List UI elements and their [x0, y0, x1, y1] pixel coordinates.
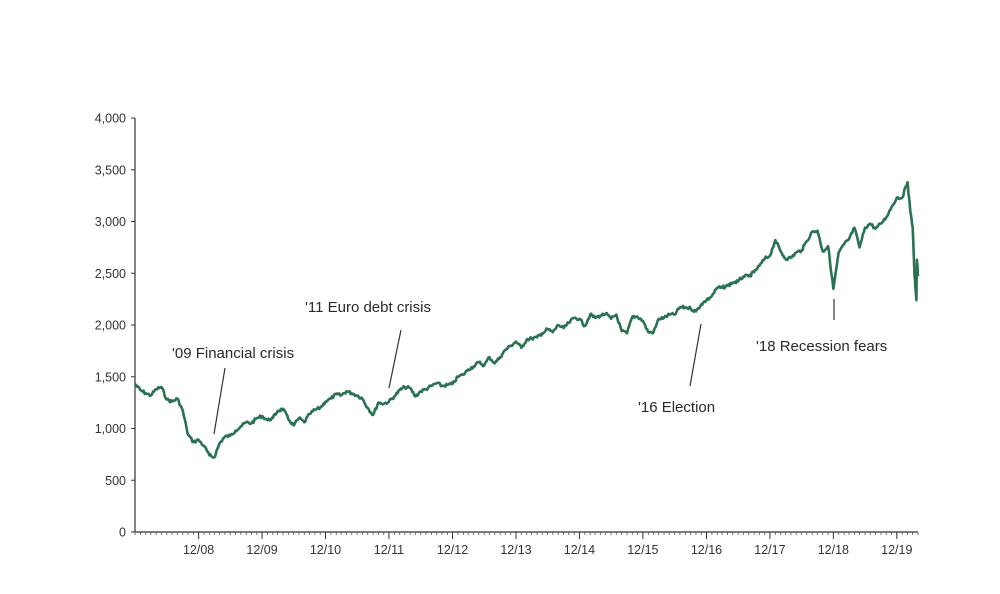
annotation-label: '09 Financial crisis: [172, 345, 294, 362]
annotation-leader: [213, 367, 226, 435]
x-tick-label: 12/18: [818, 543, 849, 557]
series-layer: [134, 180, 920, 459]
annotation-label: '11 Euro debt crisis: [305, 299, 431, 316]
y-tick-label: 2,000: [95, 319, 126, 333]
y-tick-label: 0: [119, 526, 126, 540]
y-tick-label: 4,000: [95, 112, 126, 126]
annotation-label: '16 Election: [638, 399, 715, 416]
x-tick-label: 12/13: [500, 543, 531, 557]
annotation-leader: [388, 329, 402, 389]
y-tick-label: 500: [105, 474, 126, 488]
x-tick-label: 12/16: [691, 543, 722, 557]
series-line: [134, 180, 920, 459]
annotation-label: '18 Recession fears: [756, 338, 887, 355]
x-axis: 12/08 12/09 12/10 12/11 12/12 12/13 12/14 12/15…: [134, 531, 919, 557]
annotation-leader: [689, 323, 702, 387]
x-tick-label: 12/10: [310, 543, 341, 557]
y-tick-label: 3,500: [95, 163, 126, 177]
y-tick-label: 1,500: [95, 370, 126, 384]
x-tick-label: 12/17: [754, 543, 785, 557]
x-tick-label: 12/11: [374, 543, 404, 557]
x-tick-label: 12/09: [246, 543, 277, 557]
x-tick-label: 12/14: [564, 543, 595, 557]
x-tick-label: 12/08: [183, 543, 214, 557]
x-tick-label: 12/19: [881, 543, 912, 557]
y-tick-label: 3,000: [95, 215, 126, 229]
annotations: '09 Financial crisis '11 Euro debt crisis…: [172, 299, 887, 435]
x-tick-label: 12/12: [437, 543, 468, 557]
x-tick-label: 12/15: [627, 543, 658, 557]
y-axis: 0 500 1,000 1,500 2,000 2,500 3,000 3,500 4,000: [95, 112, 136, 540]
y-tick-label: 1,000: [95, 422, 126, 436]
y-tick-label: 2,500: [95, 267, 126, 281]
